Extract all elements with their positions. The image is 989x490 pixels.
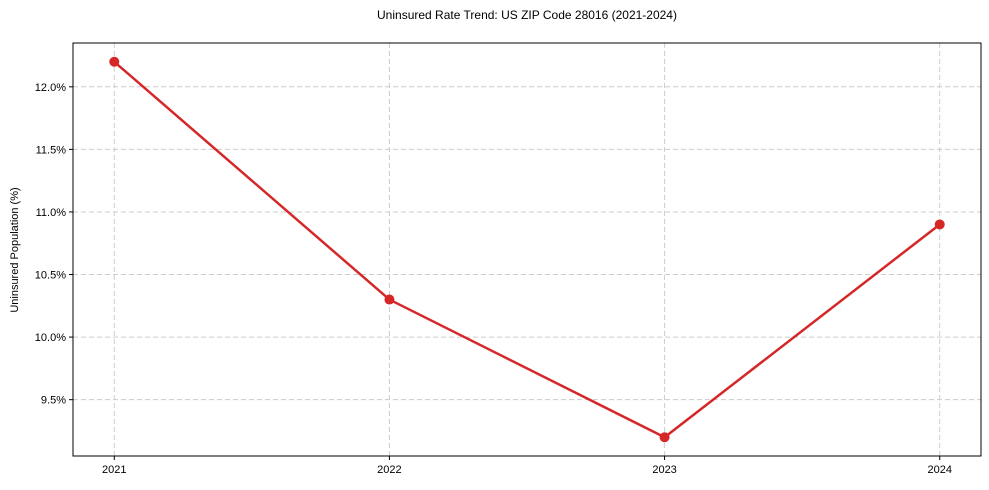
data-point-marker bbox=[109, 56, 120, 67]
plot-border bbox=[72, 42, 982, 457]
x-tick-label: 2022 bbox=[377, 464, 401, 476]
y-tick-label: 12.0% bbox=[35, 82, 66, 94]
y-tick-label: 10.5% bbox=[35, 270, 66, 282]
data-point-marker bbox=[384, 294, 395, 305]
trend-line bbox=[113, 60, 941, 439]
x-tick-label: 2021 bbox=[102, 464, 126, 476]
data-point-marker bbox=[934, 219, 945, 230]
y-tick-label: 9.5% bbox=[41, 395, 66, 407]
x-tick-label: 2024 bbox=[927, 464, 951, 476]
x-tick-label: 2023 bbox=[652, 464, 676, 476]
y-tick-label: 11.5% bbox=[36, 144, 67, 156]
chart-title: Uninsured Rate Trend: US ZIP Code 28016 … bbox=[377, 8, 677, 22]
y-tick-label: 11.0% bbox=[36, 207, 67, 219]
data-point-marker bbox=[659, 432, 670, 443]
y-tick-label: 10.0% bbox=[35, 332, 66, 344]
